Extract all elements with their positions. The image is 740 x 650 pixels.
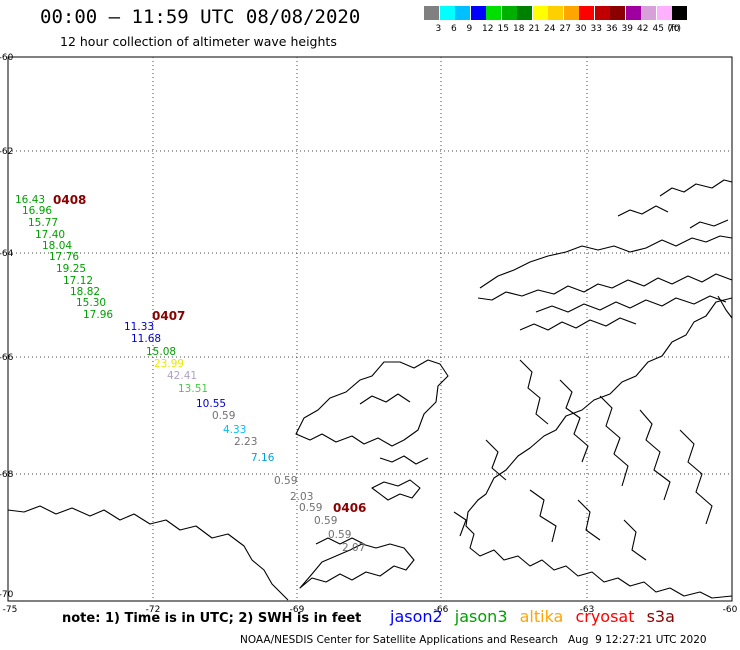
wave-height-label: 18.04 (42, 240, 72, 252)
legend-label: 36 (606, 24, 618, 34)
sat-cryosat: cryosat (575, 607, 635, 626)
map-subtitle: 12 hour collection of altimeter wave hei… (60, 34, 337, 49)
wave-height-label: 0.59 (328, 529, 351, 541)
wave-height-label: 17.40 (35, 229, 65, 241)
map-title: 00:00 — 11:59 UTC 08/08/2020 (40, 6, 361, 28)
legend-swatch (625, 6, 641, 20)
wave-height-label: 18.82 (70, 286, 100, 298)
sat-s3a: s3a (646, 607, 675, 626)
wave-height-label: 0.59 (212, 410, 235, 422)
lat-label: -62 (0, 147, 13, 157)
wave-height-label: 7.16 (251, 452, 275, 464)
credit-line: NOAA/NESDIS Center for Satellite Applica… (240, 634, 707, 646)
legend-swatch (563, 6, 579, 20)
lon-label: -69 (290, 605, 305, 615)
wave-height-label: 23.99 (154, 358, 184, 370)
pass-label-0407: 0407 (152, 309, 185, 323)
sat-jason3: jason3 (454, 607, 508, 626)
legend-unit: (ft) (667, 24, 682, 34)
legend-swatch (486, 6, 501, 20)
legend-label: 15 (497, 24, 509, 34)
legend-label: 6 (451, 24, 457, 34)
wave-height-label: 16.43 (15, 194, 45, 206)
legend-swatch (455, 6, 470, 20)
graticule (8, 57, 732, 601)
wave-height-label: 17.76 (49, 251, 79, 263)
legend-label: 30 (575, 24, 587, 34)
wave-height-label: 15.77 (28, 217, 58, 229)
pass-label-0406: 0406 (333, 501, 366, 515)
legend-swatch (439, 6, 455, 20)
satellite-legend: jason2 jason3 altika cryosat s3a (390, 607, 682, 626)
lat-label: -66 (0, 353, 14, 363)
lat-label: -68 (0, 470, 14, 480)
legend-label: 12 (482, 24, 494, 34)
lon-label: -72 (146, 605, 161, 615)
legend-label: 33 (590, 24, 602, 34)
color-legend: 3 6 9 12 15 18 21 24 27 30 33 36 39 42 45 70 (ft) (424, 4, 734, 40)
wave-height-label: 4.33 (223, 424, 246, 436)
legend-swatch (656, 6, 672, 20)
wave-height-label: 2.03 (290, 491, 313, 503)
wave-height-label: 0.59 (299, 502, 322, 514)
legend-swatch (470, 6, 486, 20)
wave-height-label: 0.59 (314, 515, 337, 527)
legend-swatch (501, 6, 517, 20)
wave-height-label: 2.23 (234, 436, 257, 448)
lon-label: -66 (434, 605, 449, 615)
wave-height-label: 17.12 (63, 275, 93, 287)
wave-height-label: 11.68 (131, 333, 161, 345)
wave-height-label: 10.55 (196, 398, 226, 410)
legend-label: 39 (621, 24, 633, 34)
wave-height-label: 0.59 (274, 475, 297, 487)
legend-swatch (517, 6, 532, 20)
wave-height-label: 13.51 (178, 383, 208, 395)
legend-label: 24 (544, 24, 556, 34)
wave-height-label: 2.07 (342, 542, 365, 554)
lat-label: -70 (0, 590, 14, 600)
wave-height-label: 17.96 (83, 309, 113, 321)
legend-swatch (610, 6, 625, 20)
legend-swatch (579, 6, 594, 20)
lon-label: -63 (580, 605, 595, 615)
wave-height-label: 11.33 (124, 321, 154, 333)
legend-swatch (641, 6, 656, 20)
lat-label: -60 (0, 53, 14, 63)
wave-height-label: 19.25 (56, 263, 86, 275)
legend-label: 27 (559, 24, 571, 34)
legend-label: 3 (435, 24, 442, 34)
legend-swatch (548, 6, 563, 20)
legend-label: 9 (466, 24, 473, 34)
lat-label: -64 (0, 249, 14, 259)
pass-label-0408: 0408 (53, 193, 86, 207)
legend-label: 18 (513, 24, 525, 34)
wave-height-label: 42.41 (167, 370, 197, 382)
wave-height-measurements: 16.4316.9615.7717.4018.0417.7619.2517.12… (15, 194, 365, 554)
sat-altika: altika (519, 607, 564, 626)
sat-jason2: jason2 (390, 607, 443, 626)
legend-swatch (424, 6, 439, 20)
coastline (7, 179, 733, 601)
legend-label: 70 (668, 24, 680, 34)
legend-swatch (594, 6, 610, 20)
wave-height-label: 16.96 (22, 205, 52, 217)
lon-label: -75 (3, 605, 18, 615)
map-frame (7, 56, 733, 602)
wave-height-label: 15.08 (146, 346, 176, 358)
legend-swatch (532, 6, 548, 20)
legend-label: 42 (637, 24, 649, 34)
wave-height-label: 15.30 (76, 297, 106, 309)
legend-swatch (672, 6, 687, 20)
lon-label: -60 (723, 605, 738, 615)
legend-label: 21 (528, 24, 540, 34)
footnote: note: 1) Time is in UTC; 2) SWH is in fe… (62, 611, 362, 626)
legend-label: 45 (652, 24, 664, 34)
